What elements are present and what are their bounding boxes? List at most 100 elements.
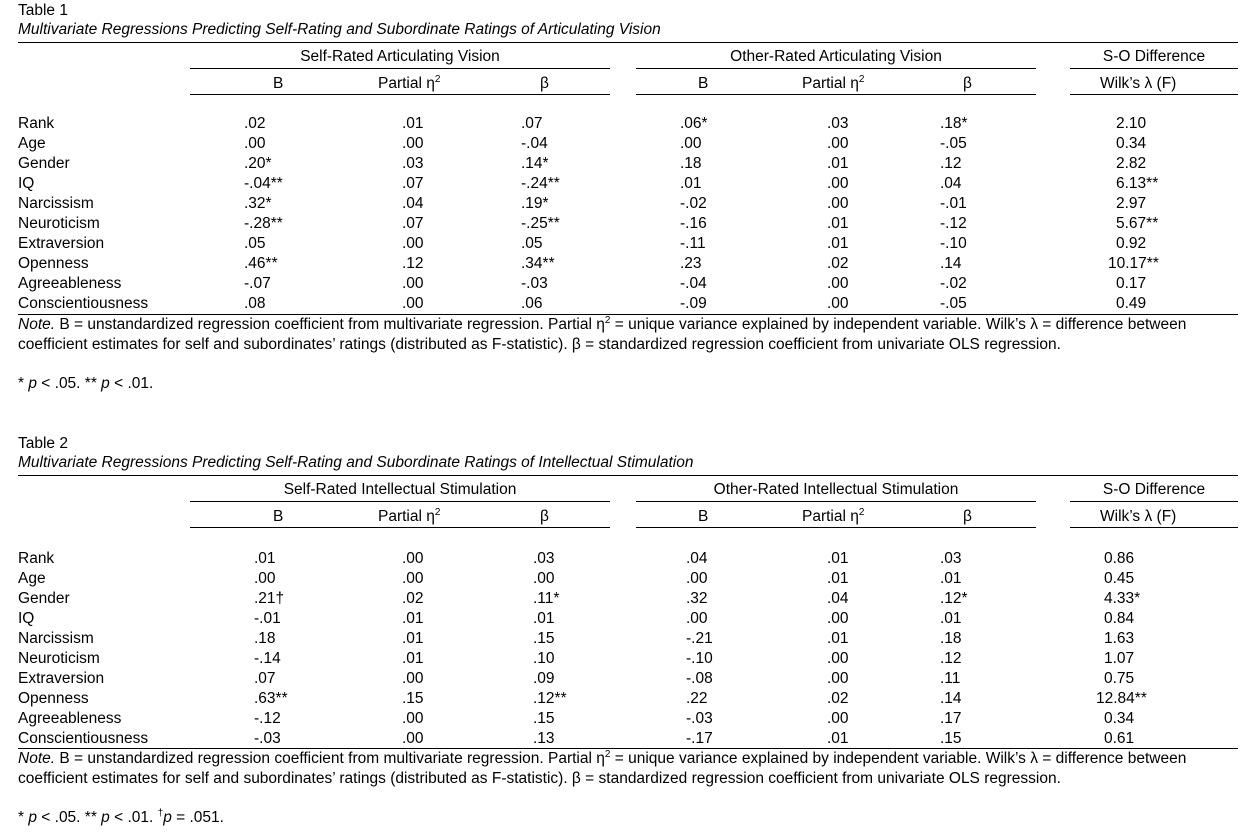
- other-partial-cell: .04: [827, 590, 849, 607]
- other-beta-cell: -.05: [940, 295, 967, 312]
- self-partial-cell: .00: [402, 235, 424, 252]
- other-b-cell: .00: [680, 135, 702, 152]
- self-partial-cell: .01: [402, 610, 424, 627]
- wilk-cell: 12.84**: [1096, 690, 1147, 707]
- other-partial-cell: .01: [827, 235, 849, 252]
- self-b-cell: -.04**: [244, 175, 283, 192]
- self-partial-cell: .00: [402, 275, 424, 292]
- self-b-cell: .20*: [244, 155, 272, 172]
- other-beta-cell: -.02: [940, 275, 967, 292]
- wilk-cell: 0.45: [1104, 570, 1135, 587]
- group-header-self: Self-Rated Intellectual Stimulation: [283, 481, 517, 498]
- other-b-cell: .06*: [680, 115, 708, 132]
- other-b-cell: -.11: [680, 235, 706, 252]
- header-rule-diff: [1070, 94, 1238, 95]
- col-header-other-partial: Partial η2: [802, 506, 865, 525]
- group-header-diff: S-O Difference: [1102, 481, 1206, 498]
- group-rule-diff: [1070, 501, 1238, 502]
- table-row: Gender .20* .03 .14* .18 .01 .12 2.82: [18, 155, 1238, 175]
- other-partial-cell: .03: [827, 115, 849, 132]
- other-beta-cell: .12: [940, 155, 962, 172]
- row-label: Extraversion: [18, 670, 105, 687]
- col-header-self-partial: Partial η2: [378, 73, 441, 92]
- self-b-cell: .46**: [244, 255, 278, 272]
- table-caption: Multivariate Regressions Predicting Self…: [18, 454, 694, 471]
- self-partial-cell: .15: [402, 690, 424, 707]
- other-beta-cell: .14: [940, 690, 962, 707]
- other-partial-cell: .00: [827, 135, 849, 152]
- other-b-cell: -.16: [680, 215, 707, 232]
- table-row: Agreeableness -.12 .00 .15 -.03 .00 .17 …: [18, 710, 1238, 730]
- self-b-cell: -.14: [254, 650, 281, 667]
- header-rule-other: [636, 527, 1036, 528]
- group-rule-other: [636, 501, 1036, 502]
- self-beta-cell: .09: [533, 670, 555, 687]
- group-rule-self: [190, 501, 610, 502]
- row-label: Gender: [18, 155, 70, 172]
- bottom-rule: [18, 314, 1238, 315]
- col-header-wilk: Wilk’s λ (F): [1100, 508, 1177, 525]
- other-beta-cell: -.05: [940, 135, 967, 152]
- table-row: Extraversion .07 .00 .09 -.08 .00 .11 0.…: [18, 670, 1238, 690]
- row-label: Openness: [18, 690, 89, 707]
- other-partial-cell: .02: [827, 255, 849, 272]
- other-b-cell: .32: [686, 590, 708, 607]
- other-b-cell: .23: [680, 255, 702, 272]
- table-number: Table 2: [18, 435, 68, 452]
- wilk-cell: 10.17**: [1108, 255, 1159, 272]
- other-beta-cell: .01: [940, 570, 962, 587]
- wilk-cell: 1.63: [1104, 630, 1135, 647]
- other-b-cell: -.02: [680, 195, 707, 212]
- group-header-self: Self-Rated Articulating Vision: [300, 48, 500, 65]
- col-header-other-b: B: [698, 75, 709, 92]
- other-beta-cell: -.01: [940, 195, 967, 212]
- other-partial-cell: .00: [827, 650, 849, 667]
- self-partial-cell: .00: [402, 570, 424, 587]
- table-row: Neuroticism -.28** .07 -.25** -.16 .01 -…: [18, 215, 1238, 235]
- other-partial-cell: .01: [827, 630, 849, 647]
- row-label: Gender: [18, 590, 70, 607]
- self-b-cell: .05: [244, 235, 266, 252]
- wilk-cell: 0.86: [1104, 550, 1135, 567]
- group-header-other: Other-Rated Intellectual Stimulation: [713, 481, 959, 498]
- self-b-cell: .00: [244, 135, 266, 152]
- self-b-cell: .32*: [244, 195, 272, 212]
- self-partial-cell: .07: [402, 175, 424, 192]
- self-b-cell: .63**: [254, 690, 288, 707]
- row-label: Agreeableness: [18, 710, 122, 727]
- table-row: Neuroticism -.14 .01 .10 -.10 .00 .12 1.…: [18, 650, 1238, 670]
- other-partial-cell: .01: [827, 730, 849, 747]
- other-partial-cell: .01: [827, 155, 849, 172]
- self-b-cell: -.12: [254, 710, 281, 727]
- self-partial-cell: .00: [402, 710, 424, 727]
- row-label: Age: [18, 570, 46, 587]
- wilk-cell: 2.82: [1116, 155, 1147, 172]
- other-partial-cell: .00: [827, 195, 849, 212]
- other-b-cell: -.03: [686, 710, 713, 727]
- self-partial-cell: .00: [402, 730, 424, 747]
- col-header-other-b: B: [698, 508, 709, 525]
- other-partial-cell: .00: [827, 295, 849, 312]
- self-b-cell: .02: [244, 115, 266, 132]
- self-beta-cell: -.04: [521, 135, 548, 152]
- self-beta-cell: .11*: [533, 590, 560, 607]
- other-beta-cell: .03: [940, 550, 962, 567]
- col-header-other-beta: β: [963, 75, 972, 92]
- self-partial-cell: .04: [402, 195, 424, 212]
- wilk-cell: 0.34: [1116, 135, 1147, 152]
- header-rule-other: [636, 94, 1036, 95]
- self-partial-cell: .00: [402, 135, 424, 152]
- other-partial-cell: .01: [827, 215, 849, 232]
- self-beta-cell: .19*: [521, 195, 549, 212]
- self-beta-cell: .14*: [521, 155, 549, 172]
- self-beta-cell: -.24**: [521, 175, 560, 192]
- other-partial-cell: .00: [827, 275, 849, 292]
- table-row: IQ -.01 .01 .01 .00 .00 .01 0.84: [18, 610, 1238, 630]
- other-partial-cell: .00: [827, 670, 849, 687]
- row-label: Neuroticism: [18, 650, 100, 667]
- other-b-cell: -.09: [680, 295, 707, 312]
- self-partial-cell: .00: [402, 670, 424, 687]
- self-beta-cell: .34**: [521, 255, 555, 272]
- other-b-cell: -.04: [680, 275, 707, 292]
- table-row: Conscientiousness -.03 .00 .13 -.17 .01 …: [18, 730, 1238, 750]
